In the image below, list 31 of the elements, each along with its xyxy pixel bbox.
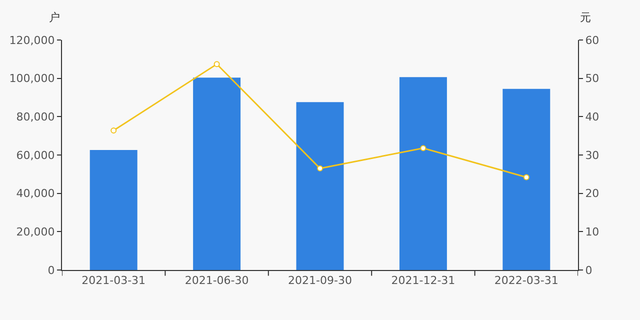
y2-tick-label: 30 [585, 148, 600, 162]
point [420, 145, 426, 152]
bar [502, 88, 550, 270]
y-tick-label: 100,000 [9, 72, 55, 86]
y-tick-label: 0 [48, 264, 55, 277]
y2-tick-label: 20 [585, 187, 600, 200]
x-tick-label: 2022-03-31 [494, 274, 558, 288]
y2-tick-label: 40 [585, 110, 600, 124]
bar [399, 77, 447, 270]
point [214, 61, 220, 68]
y2-tick-label: 60 [585, 34, 600, 47]
bar [90, 150, 138, 270]
y-tick-label: 20,000 [16, 226, 55, 239]
y2-tick-label: 10 [585, 226, 600, 239]
x-tick-label: 2021-03-31 [82, 274, 146, 288]
point [110, 127, 117, 134]
y-tick-label: 80,000 [16, 110, 55, 124]
x-tick-label: 2021-06-30 [184, 274, 249, 288]
y2-axis-title: 元 [580, 11, 591, 24]
bar [193, 78, 241, 270]
y-tick-label: 60,000 [16, 148, 55, 162]
x-tick-label: 2021-09-30 [288, 274, 352, 288]
y-tick-label: 40,000 [16, 187, 55, 200]
bar [296, 102, 344, 270]
x-tick-label: 2021-12-31 [391, 274, 456, 288]
y2-tick-label: 50 [585, 72, 600, 86]
y-tick-label: 120,000 [9, 34, 55, 47]
point [317, 165, 323, 172]
y2-tick-label: 0 [585, 264, 592, 277]
y-axis-title: 户 [49, 11, 60, 24]
point [523, 174, 530, 180]
